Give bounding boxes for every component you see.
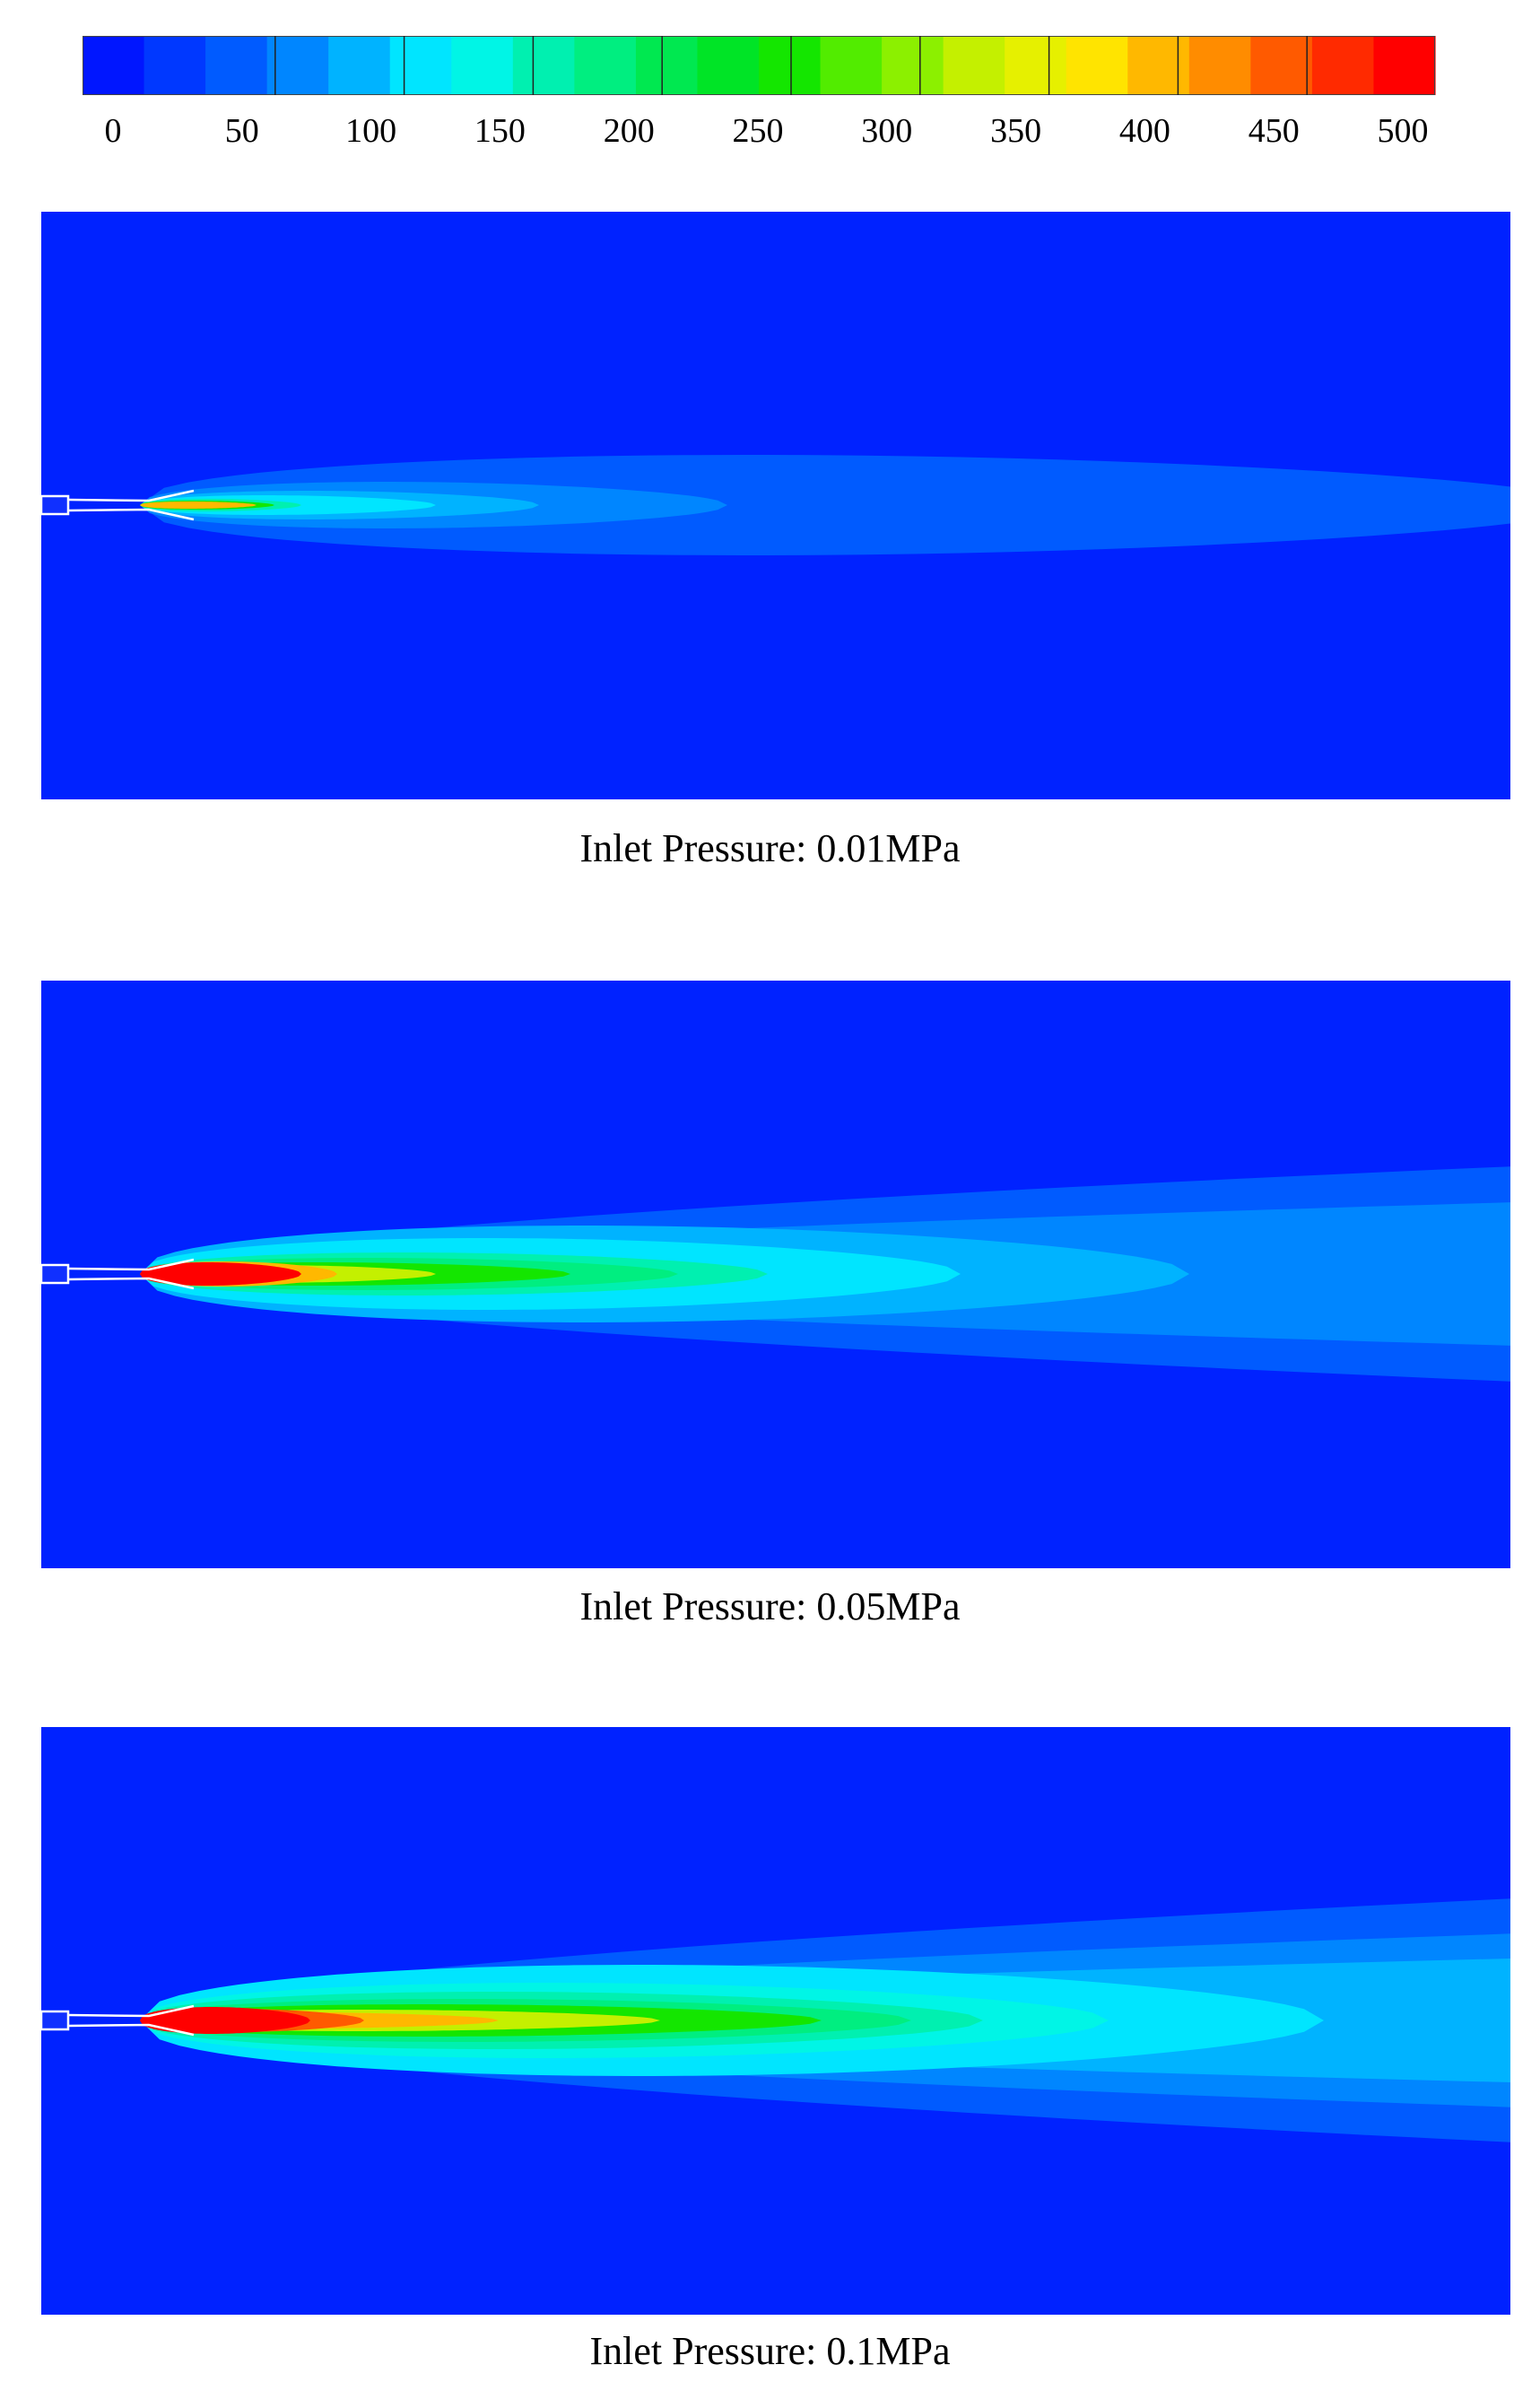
colorbar-segment <box>266 36 329 95</box>
caption-panel-3: Inlet Pressure: 0.1MPa <box>589 2329 951 2373</box>
colorbar-segment <box>882 36 944 95</box>
colorbar-segment <box>574 36 637 95</box>
nozzle-wall <box>67 489 195 521</box>
colorbar-segment <box>144 36 206 95</box>
colorbar-segment <box>943 36 1005 95</box>
colorbar-segment <box>820 36 883 95</box>
colorbar-legend: 0 50 100 150 200 250 300 350 400 450 500 <box>83 36 1437 161</box>
colorbar-tick-label: 0 <box>105 112 122 150</box>
contour-panel-3 <box>41 1727 1510 2315</box>
colorbar-segment <box>1127 36 1190 95</box>
colorbar-segment <box>1188 36 1251 95</box>
caption-panel-1: Inlet Pressure: 0.01MPa <box>579 826 961 870</box>
colorbar-segment <box>1250 36 1313 95</box>
nozzle-outlet <box>41 1263 70 1285</box>
contour-level <box>140 455 1510 555</box>
colorbar-tick-label: 300 <box>861 112 912 150</box>
colorbar-tick-label: 150 <box>474 112 526 150</box>
contour-panel-1 <box>41 212 1510 799</box>
contour-level <box>140 502 257 509</box>
colorbar-segment <box>205 36 268 95</box>
colorbar-segment <box>1005 36 1067 95</box>
nozzle-outlet <box>41 2010 70 2031</box>
contour-level <box>140 1262 301 1286</box>
nozzle-wall <box>67 2004 195 2037</box>
colorbar-tick-label: 500 <box>1378 112 1429 150</box>
contour-plot-2 <box>41 981 1510 1568</box>
colorbar-tick-label: 200 <box>604 112 655 150</box>
colorbar-segment <box>451 36 514 95</box>
caption-panel-2: Inlet Pressure: 0.05MPa <box>579 1584 961 1628</box>
colorbar-segment <box>1066 36 1128 95</box>
contour-plot-1 <box>41 212 1510 799</box>
contour-plot-3 <box>41 1727 1510 2315</box>
colorbar-segment <box>83 36 145 95</box>
colorbar-frame <box>83 36 1435 95</box>
nozzle-wall <box>67 1258 195 1290</box>
colorbar-tick-label: 50 <box>225 112 259 150</box>
colorbar-tick-label: 400 <box>1119 112 1170 150</box>
colorbar-segment <box>1311 36 1375 95</box>
colorbar-segment <box>635 36 699 95</box>
colorbar-tick-label: 350 <box>990 112 1041 150</box>
colorbar-segment <box>759 36 822 95</box>
colorbar-tick-label: 250 <box>733 112 784 150</box>
colorbar-segment <box>1373 36 1436 95</box>
colorbar-segment <box>389 36 452 95</box>
colorbar-tick-label: 100 <box>345 112 396 150</box>
colorbar-segment <box>328 36 391 95</box>
colorbar-segment <box>512 36 575 95</box>
colorbar-segment <box>697 36 760 95</box>
colorbar-tick-label: 450 <box>1249 112 1300 150</box>
nozzle-outlet <box>41 494 70 516</box>
contour-level <box>140 2007 310 2034</box>
contour-panel-2 <box>41 981 1510 1568</box>
colorbar-svg: 0 50 100 150 200 250 300 350 400 450 500 <box>83 36 1436 150</box>
